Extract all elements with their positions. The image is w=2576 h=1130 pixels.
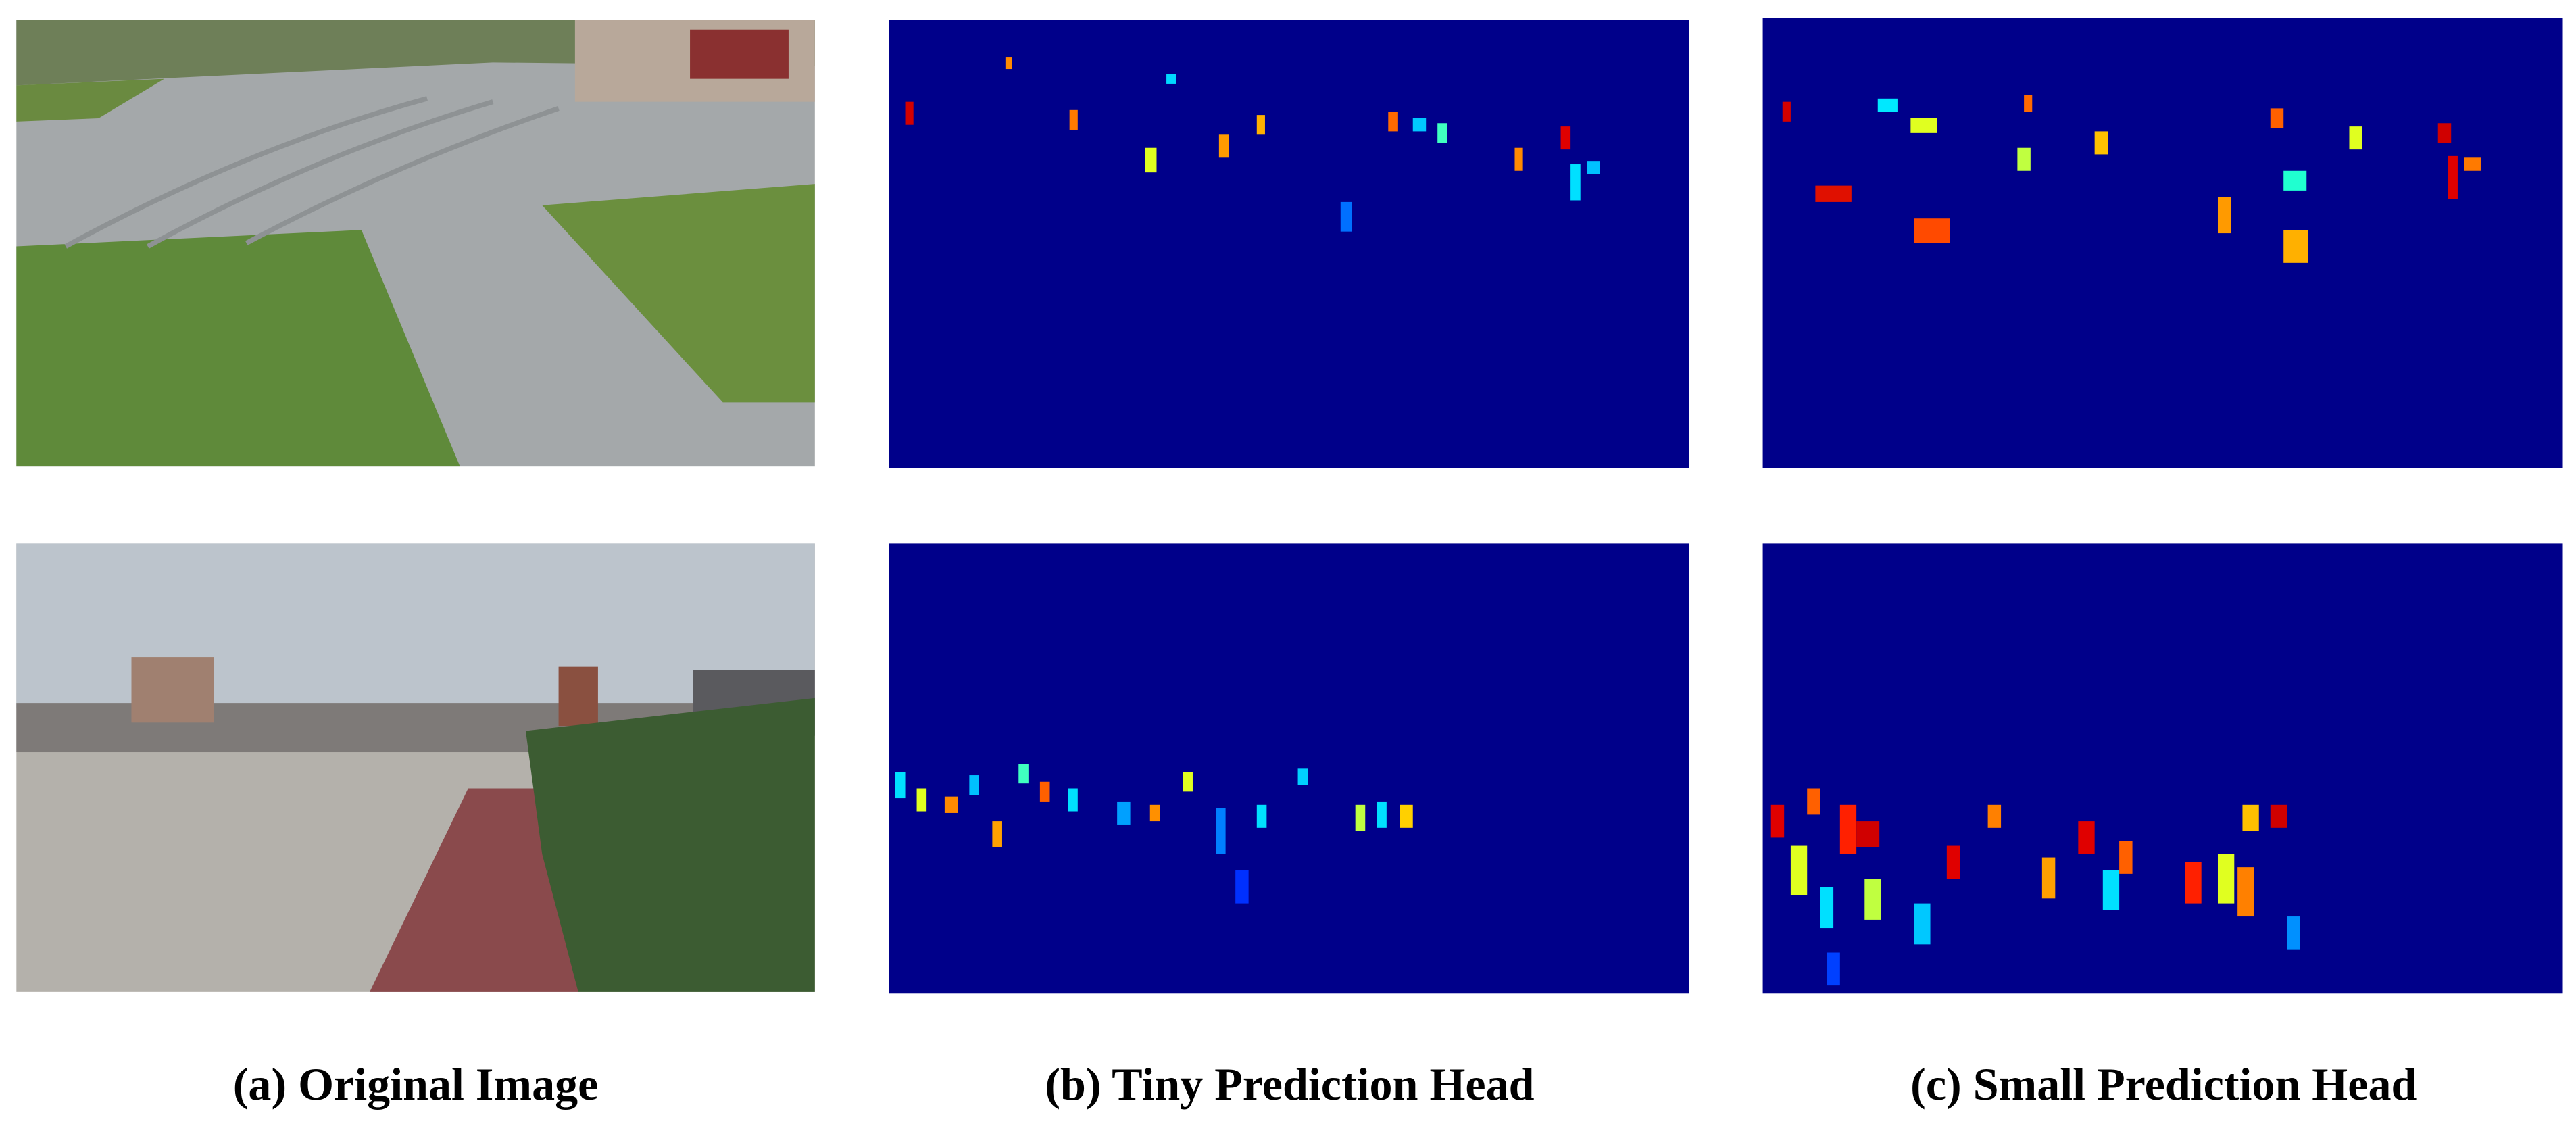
- small-head-heatmap-top: [1762, 18, 2563, 468]
- tiny-head-heatmap-bottom: [889, 543, 1689, 994]
- small-head-heatmap-bottom: [1762, 543, 2563, 994]
- caption: (b) Tiny Prediction Head: [1045, 1058, 1534, 1110]
- original-image-bottom: [16, 543, 815, 992]
- tiny-head-heatmap-top: [889, 20, 1689, 468]
- caption: (c) Small Prediction Head: [1910, 1058, 2417, 1110]
- original-image-top: [16, 20, 815, 467]
- caption: (a) Original Image: [233, 1058, 599, 1110]
